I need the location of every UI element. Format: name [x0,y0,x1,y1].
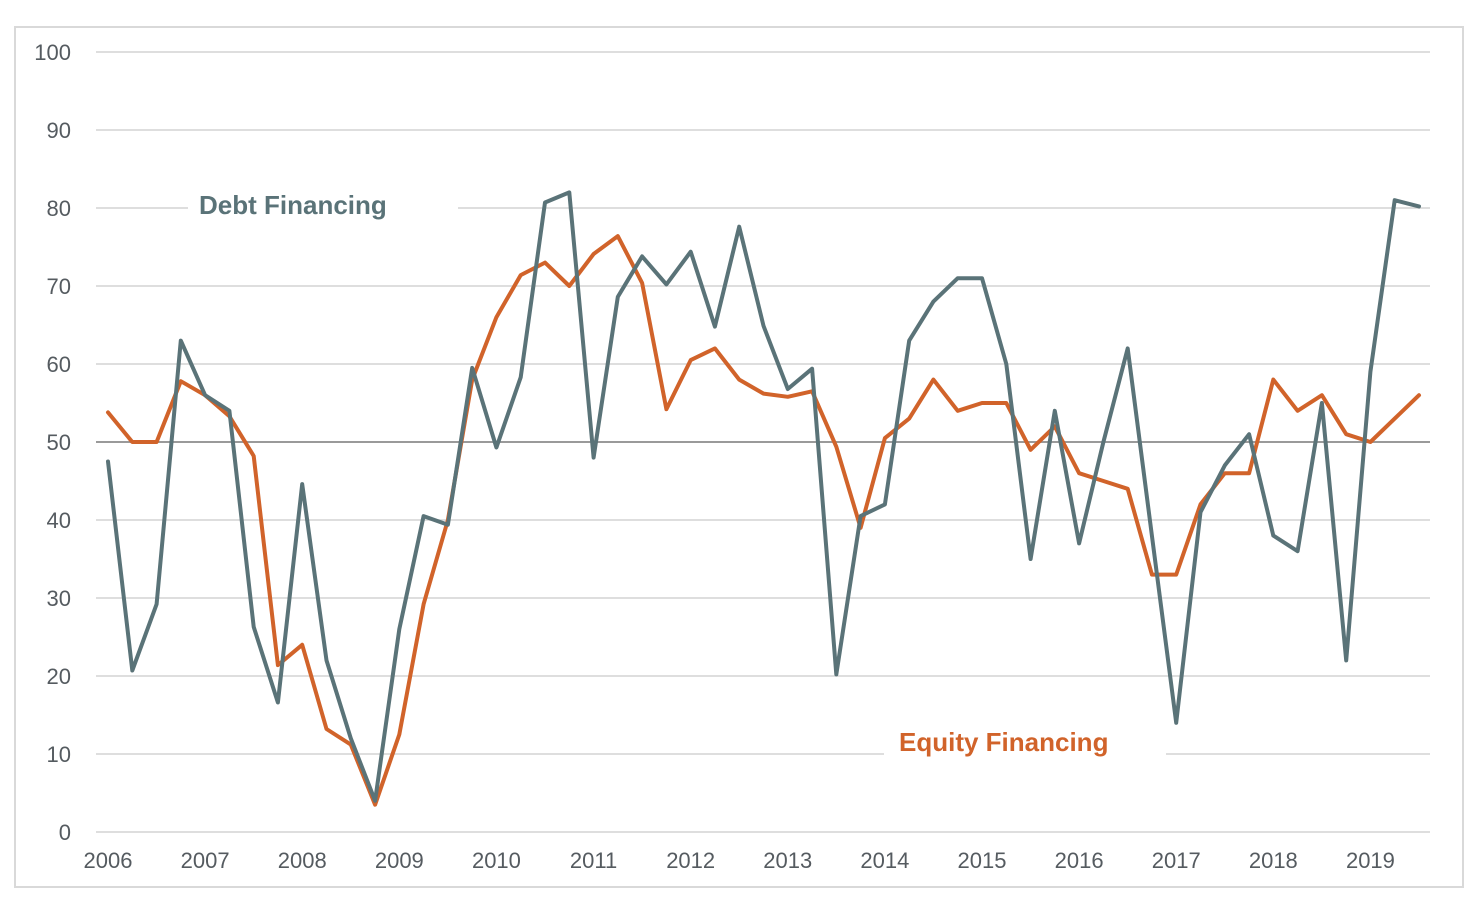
x-tick-label: 2014 [860,848,909,873]
x-tick-label: 2007 [181,848,230,873]
debt-label-background [188,185,458,225]
y-tick-label: 50 [47,430,71,455]
y-tick-label: 100 [34,40,71,65]
y-tick-label: 10 [47,742,71,767]
y-tick-label: 80 [47,196,71,221]
y-tick-label: 70 [47,274,71,299]
x-tick-label: 2008 [278,848,327,873]
y-tick-label: 60 [47,352,71,377]
y-tick-label: 30 [47,586,71,611]
y-tick-label: 40 [47,508,71,533]
x-tick-label: 2019 [1346,848,1395,873]
equity-label-background [884,722,1166,762]
x-tick-label: 2017 [1152,848,1201,873]
x-axis-tick-labels: 2006 2007 2008 2009 2010 2011 2012 2013 2014 2015… [84,848,1395,873]
y-axis-tick-labels: 0 10 20 30 40 50 60 70 80 90 100 [34,40,71,845]
x-tick-label: 2006 [84,848,133,873]
x-tick-label: 2010 [472,848,521,873]
x-tick-label: 2013 [763,848,812,873]
y-tick-label: 90 [47,118,71,143]
x-tick-label: 2015 [958,848,1007,873]
y-tick-label: 20 [47,664,71,689]
equity-financing-label: Equity Financing [899,727,1108,757]
gridlines [96,51,1430,833]
x-tick-label: 2018 [1249,848,1298,873]
debt-financing-label: Debt Financing [199,190,387,220]
x-tick-label: 2012 [666,848,715,873]
series-lines [106,190,1421,807]
debt-financing-line [106,190,1421,803]
x-tick-label: 2016 [1055,848,1104,873]
chart-frame [14,26,1464,888]
y-tick-label: 0 [59,820,71,845]
series-annotations: Debt Financing Equity Financing [188,185,1166,762]
equity-financing-line [106,234,1421,807]
x-tick-label: 2009 [375,848,424,873]
x-tick-label: 2011 [570,848,617,873]
